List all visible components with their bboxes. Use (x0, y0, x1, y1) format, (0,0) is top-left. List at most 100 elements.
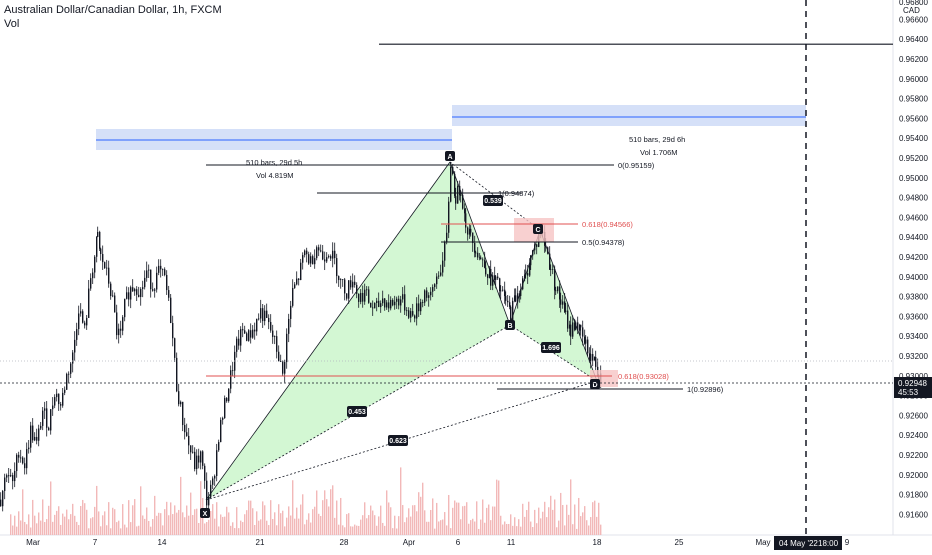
volume-bar (598, 502, 600, 535)
volume-bar (284, 526, 286, 535)
volume-bar (34, 515, 36, 535)
volume-bar (274, 512, 276, 535)
candle-body (388, 302, 390, 309)
volume-bar (518, 519, 520, 535)
volume-bar (422, 482, 424, 535)
candle-body (434, 284, 436, 288)
candle-body (366, 289, 368, 291)
candle-body (350, 280, 352, 288)
volume-bar (68, 519, 70, 535)
candle-body (68, 373, 70, 375)
candle-body (2, 490, 4, 507)
pattern-point-label: D (592, 382, 597, 389)
candle-body (474, 242, 476, 253)
candle-body (524, 274, 526, 279)
volume-bar (330, 489, 332, 535)
volume-bar (182, 512, 184, 535)
candle-body (304, 250, 306, 256)
volume-bar (210, 511, 212, 535)
candle-body (150, 269, 152, 290)
volume-bar (574, 504, 576, 535)
volume-bar (536, 523, 538, 535)
volume-bar (404, 522, 406, 535)
candle-body (300, 262, 302, 281)
volume-bar (590, 517, 592, 535)
candle-body (134, 289, 136, 292)
candle-body (514, 295, 516, 301)
volume-bar (524, 516, 526, 535)
volume-bar (494, 506, 496, 535)
date-range-bars-label: 510 bars, 29d 6h (629, 135, 685, 144)
volume-bar (206, 522, 208, 535)
candle-body (404, 294, 406, 311)
volume-bar (156, 515, 158, 535)
candle-body (116, 312, 118, 336)
candle-body (577, 322, 579, 331)
volume-bar (556, 527, 558, 535)
candle-body (252, 329, 254, 338)
volume-bar (142, 515, 144, 535)
candle-body (455, 196, 457, 204)
candle-body (567, 310, 569, 329)
candle-body (18, 454, 20, 458)
candle-body (320, 250, 322, 252)
candle-body (520, 289, 522, 296)
candle-body (88, 288, 90, 318)
volume-bar (282, 510, 284, 535)
volume-bar (446, 525, 448, 535)
volume-bar (484, 522, 486, 535)
volume-bar (318, 513, 320, 535)
candle-body (210, 484, 212, 497)
candle-body (280, 361, 282, 363)
y-tick-label: 0.95800 (899, 95, 928, 104)
x-tick-label: 6 (456, 538, 461, 547)
candle-body (132, 287, 134, 292)
volume-bar (490, 520, 492, 535)
y-tick-label: 0.93800 (899, 293, 928, 302)
volume-bar (276, 525, 278, 535)
volume-bar (382, 522, 384, 535)
volume-bar (466, 502, 468, 535)
volume-bar (562, 505, 564, 535)
volume-bar (394, 515, 396, 535)
volume-bar (290, 515, 292, 535)
volume-label: Vol (4, 18, 20, 30)
candle-body (262, 308, 264, 322)
volume-bar (272, 518, 274, 535)
candle-body (360, 292, 362, 302)
volume-bar (582, 512, 584, 535)
volume-bar (194, 509, 196, 535)
volume-bar (110, 528, 112, 535)
candle-body (124, 298, 126, 318)
candle-body (76, 329, 78, 340)
y-tick-label: 0.95000 (899, 174, 928, 183)
volume-bar (334, 517, 336, 535)
volume-bar (56, 510, 58, 535)
candle-body (386, 302, 388, 308)
candle-body (390, 299, 392, 309)
candle-body (282, 361, 284, 374)
candle-body (492, 275, 494, 286)
pattern-point-label: X (203, 511, 208, 518)
volume-bar (228, 512, 230, 535)
volume-bar (180, 476, 182, 535)
candle-body (196, 455, 198, 470)
date-range-bars-label: 510 bars, 29d 5h (246, 158, 302, 167)
candle-body (585, 339, 587, 344)
candle-body (152, 289, 154, 291)
candle-body (292, 287, 294, 306)
volume-bar (248, 500, 250, 535)
volume-bar (112, 507, 114, 535)
volume-bar (546, 517, 548, 535)
candle-body (312, 256, 314, 265)
volume-bar (190, 492, 192, 535)
volume-bar (440, 520, 442, 535)
candle-body (46, 408, 48, 428)
candle-body (24, 463, 26, 469)
volume-bar (88, 528, 90, 535)
candle-body (452, 166, 454, 175)
volume-bar (366, 518, 368, 535)
volume-bar (532, 527, 534, 535)
x-tick-label: May (755, 538, 770, 547)
candle-body (302, 255, 304, 263)
